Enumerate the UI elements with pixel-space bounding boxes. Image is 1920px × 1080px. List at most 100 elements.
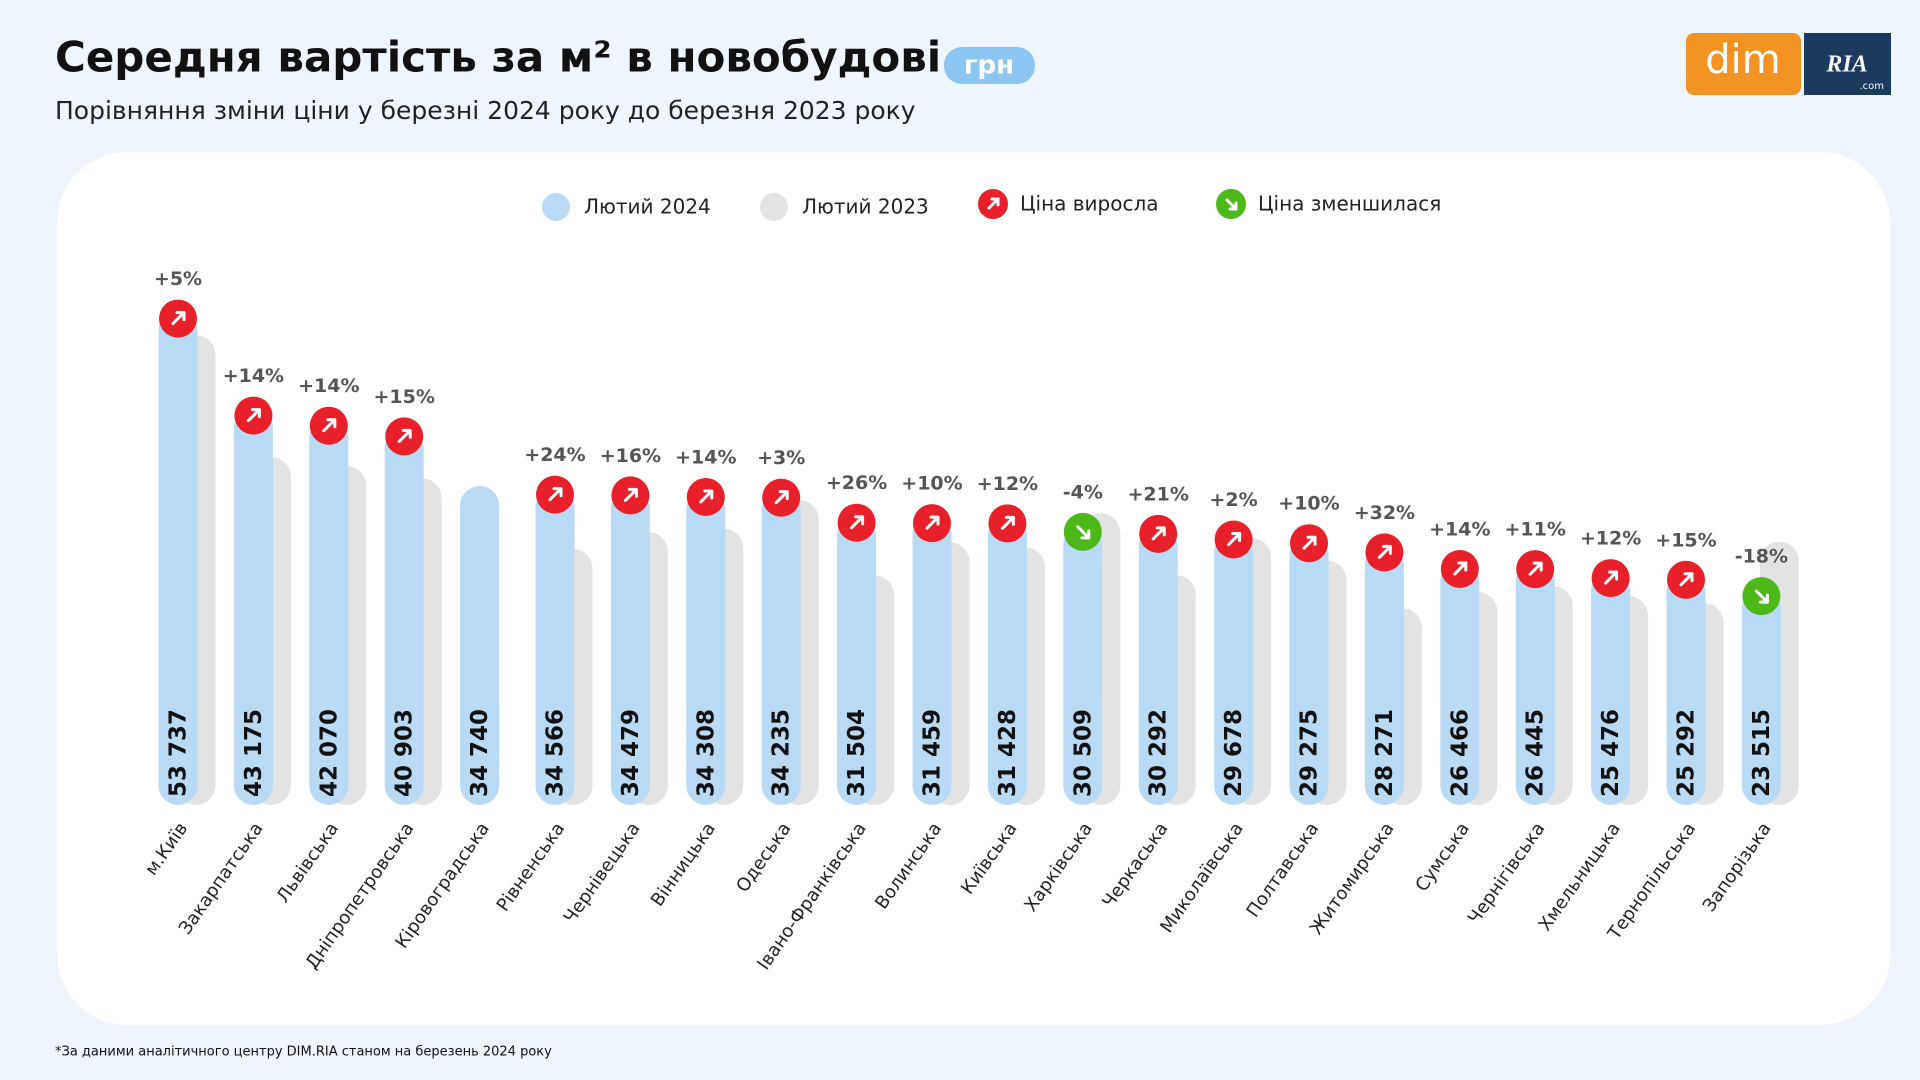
change-icon: [1440, 549, 1479, 588]
value-label: 29 678: [1221, 709, 1247, 797]
arrow: [699, 489, 714, 504]
arrow: [1227, 532, 1242, 547]
arrow: [1377, 544, 1392, 559]
legend-label: Лютий 2024: [584, 195, 711, 219]
arrow: [1151, 526, 1166, 541]
value-label: 26 445: [1523, 709, 1549, 797]
legend-swatch: [542, 193, 570, 221]
arrow: [1000, 515, 1015, 530]
bar-2024: [761, 490, 801, 805]
change-icon: [1591, 559, 1630, 598]
value-label: 25 292: [1674, 709, 1700, 797]
bar-2024: [1138, 526, 1178, 805]
logo-right: RIA: [1825, 52, 1867, 78]
value-label: 53 737: [166, 709, 192, 797]
change-label: +14%: [298, 375, 359, 397]
arrow: [925, 515, 940, 530]
unit: грн: [964, 51, 1014, 81]
change-label: +14%: [1429, 518, 1490, 540]
value-label: 34 479: [618, 709, 644, 797]
subtitle: Порівняння зміни ціни у березні 2024 рок…: [55, 96, 916, 125]
chart: Лютий 2024 Лютий 2023 Ціна виросла Ціна зме…: [141, 189, 1799, 974]
value-label: 43 175: [241, 709, 267, 797]
bar-2024: [1591, 571, 1631, 805]
arrow: [623, 487, 638, 502]
change-icon: [762, 478, 801, 517]
arrow: [850, 515, 865, 530]
legend-label: Лютий 2023: [802, 195, 929, 219]
change-icon: [234, 396, 273, 435]
value-label: 28 271: [1372, 709, 1398, 797]
value-label: 29 275: [1297, 709, 1323, 797]
bar-2024: [1214, 532, 1254, 805]
change-label: +14%: [675, 446, 736, 468]
bar-2024: [1666, 572, 1706, 805]
change-icon: [1365, 533, 1404, 572]
change-icon: [385, 417, 424, 456]
arrow: [1679, 572, 1694, 587]
bar-2024: [535, 487, 575, 805]
change-label: -18%: [1735, 546, 1788, 568]
change-icon: [686, 477, 725, 516]
change-label: +3%: [757, 447, 805, 469]
change-icon: [1214, 520, 1253, 559]
arrow: [1076, 525, 1091, 540]
change-label: +15%: [1655, 529, 1716, 551]
change-label: +11%: [1504, 519, 1565, 541]
value-label: 34 235: [769, 709, 795, 797]
bar-2024: [1364, 545, 1404, 805]
change-label: +14%: [223, 365, 284, 387]
change-icon: [1063, 512, 1102, 551]
legend-swatch: [760, 193, 788, 221]
bar-2024: [837, 515, 877, 805]
arrow: [1302, 535, 1317, 550]
logo-left-box: [1686, 33, 1801, 95]
bar-2024: [233, 408, 273, 805]
change-icon: [988, 504, 1027, 543]
title: Середня вартість за м² в новобудові: [55, 33, 941, 82]
arrow: [1453, 561, 1468, 576]
arrow: [322, 418, 337, 433]
legend-label: Ціна виросла: [1020, 192, 1159, 216]
value-label: 23 515: [1749, 709, 1775, 797]
logo-left: dim: [1705, 37, 1780, 83]
bar-2024: [987, 516, 1027, 805]
change-icon: [536, 475, 574, 514]
change-icon: [1742, 577, 1781, 616]
value-label: 31 459: [920, 709, 946, 797]
bar-2024: [460, 486, 500, 805]
bar-2024: [309, 418, 349, 805]
footnote: *За даними аналітичного центру DIM.RIA с…: [55, 1045, 552, 1060]
arrow: [1604, 570, 1619, 585]
logo-suffix: .com: [1859, 81, 1884, 92]
change-icon: [1139, 514, 1178, 553]
change-label: +15%: [373, 386, 434, 408]
value-label: 31 504: [844, 709, 870, 797]
bar-2024: [1515, 562, 1555, 805]
value-label: 30 292: [1146, 709, 1172, 797]
legend-indicator: [978, 189, 1008, 219]
change-icon: [309, 406, 348, 445]
arrow: [397, 428, 412, 443]
change-label: -4%: [1063, 481, 1103, 503]
change-label: +2%: [1210, 489, 1258, 511]
logo-right-box: [1804, 33, 1891, 95]
change-label: +26%: [826, 472, 887, 494]
change-label: +21%: [1127, 483, 1188, 505]
change-icon: [837, 503, 876, 542]
change-icon: [611, 476, 650, 515]
arrow: [548, 487, 563, 502]
change-label: +12%: [1580, 528, 1641, 550]
bar-2024: [158, 311, 198, 805]
change-icon: [1290, 524, 1328, 563]
change-label: +5%: [154, 268, 202, 290]
value-label: 42 070: [316, 709, 342, 797]
arrow: [246, 408, 261, 423]
change-label: +32%: [1354, 502, 1415, 524]
change-icon: [913, 504, 951, 543]
bar-2024: [686, 489, 726, 805]
value-label: 26 466: [1447, 709, 1473, 797]
bar-2024: [1440, 561, 1480, 805]
bar-2024: [610, 488, 650, 805]
